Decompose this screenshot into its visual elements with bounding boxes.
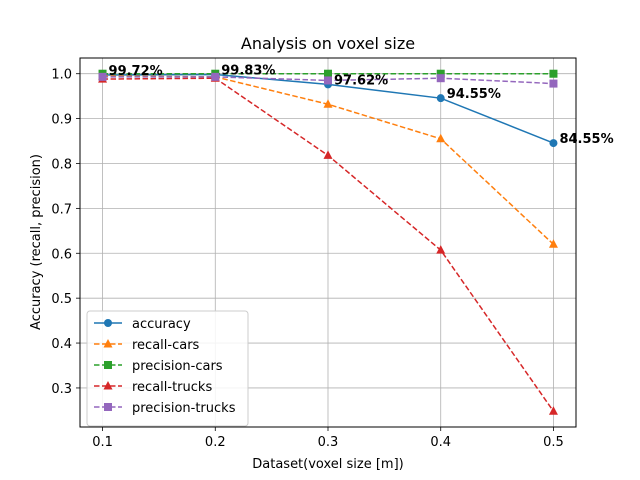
series-layer [98, 69, 558, 415]
y-tick-label: 0.9 [51, 113, 72, 128]
legend-item: precision-trucks [94, 401, 236, 416]
data-label: 99.72% [109, 64, 163, 79]
data-label: 97.62% [334, 73, 388, 88]
data-point [548, 406, 558, 415]
data-point [324, 76, 332, 85]
x-axis: 0.1 0.2 0.3 0.4 0.5 [92, 427, 564, 450]
y-tick-label: 0.3 [51, 382, 72, 397]
data-point [549, 139, 558, 148]
data-point [436, 69, 445, 78]
data-label: 99.83% [221, 63, 275, 78]
x-axis-label: Dataset(voxel size [m]) [252, 457, 403, 472]
y-axis: 0.3 0.4 0.5 0.6 0.7 0.8 0.9 1.0 [51, 68, 80, 397]
legend-item: accuracy [94, 317, 191, 332]
legend-marker [103, 339, 113, 348]
x-tick-label: 0.1 [92, 435, 113, 450]
legend-item: recall-trucks [94, 380, 212, 395]
data-point [548, 239, 558, 248]
data-label: 84.55% [559, 132, 613, 147]
grid [80, 58, 576, 427]
x-tick-label: 0.2 [205, 435, 226, 450]
legend-label: accuracy [132, 317, 191, 332]
data-point [436, 133, 446, 143]
y-tick-label: 0.7 [51, 202, 72, 217]
annotations: 99.72% 99.83% 97.62% 94.55% 84.55% [109, 63, 614, 147]
data-point [436, 94, 445, 103]
legend-marker [104, 361, 112, 369]
data-point [549, 79, 558, 88]
legend-label: precision-cars [132, 359, 223, 374]
y-tick-label: 0.6 [51, 247, 72, 262]
legend-marker [103, 381, 113, 390]
legend-item: precision-cars [94, 359, 223, 374]
data-label: 94.55% [447, 87, 501, 102]
y-tick-label: 0.8 [51, 157, 72, 172]
chart-title: Analysis on voxel size [241, 34, 415, 53]
data-point [549, 69, 558, 78]
legend-item: recall-cars [94, 338, 200, 353]
y-tick-label: 0.5 [51, 292, 72, 307]
x-tick-label: 0.4 [430, 435, 451, 450]
legend-label: recall-trucks [132, 380, 212, 395]
x-tick-label: 0.5 [543, 435, 564, 450]
y-tick-label: 1.0 [51, 68, 72, 83]
y-tick-label: 0.4 [51, 337, 72, 352]
y-axis-label: Accuracy (recall, precision) [29, 154, 44, 330]
legend-label: recall-cars [132, 338, 200, 353]
data-point [323, 99, 333, 108]
x-tick-label: 0.3 [318, 435, 339, 450]
legend-marker [104, 319, 112, 327]
series-precision-trucks [98, 72, 558, 88]
data-point [436, 74, 445, 83]
data-point [436, 245, 446, 254]
legend-label: precision-trucks [132, 401, 236, 416]
data-point [323, 150, 333, 159]
data-point [98, 72, 107, 81]
legend-box [86, 310, 249, 427]
legend-marker [104, 403, 112, 411]
data-point [211, 72, 220, 81]
data-point [324, 69, 332, 78]
legend: accuracy recall-cars precision-cars recall-… [86, 310, 249, 427]
